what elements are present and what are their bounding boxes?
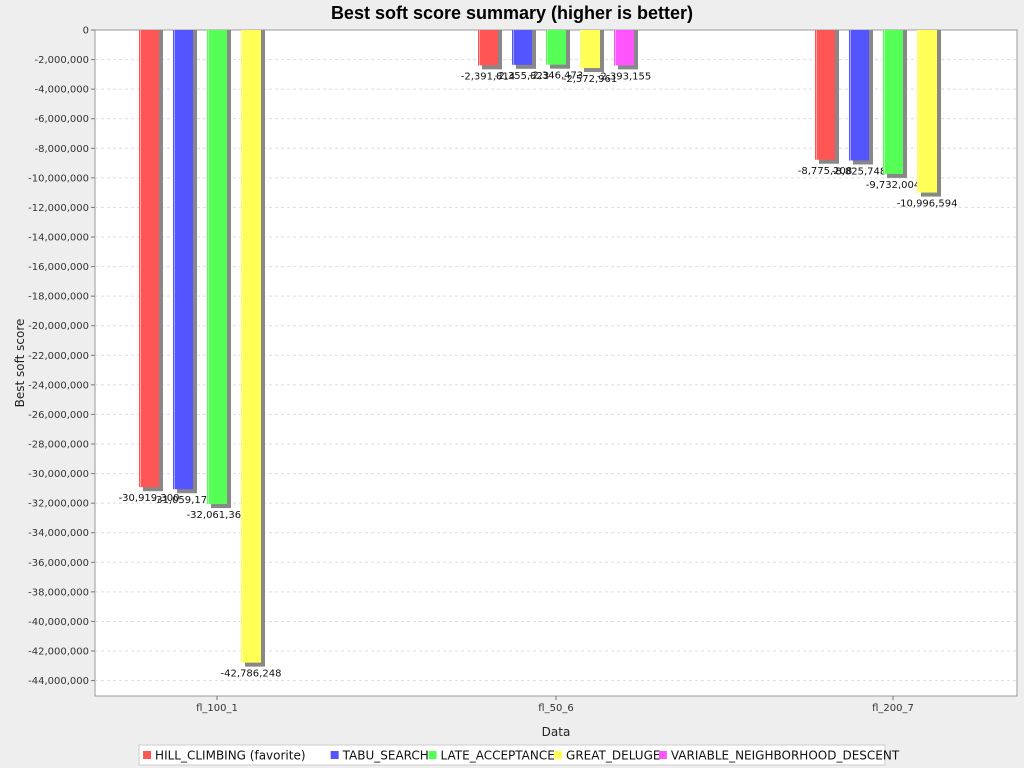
legend-swatch: [658, 751, 667, 759]
data-label: -32,061,364: [187, 510, 248, 521]
y-tick-label: -16,000,000: [28, 262, 89, 273]
bar-late-acceptance: [207, 30, 227, 505]
y-tick-label: -26,000,000: [28, 410, 89, 421]
data-label: -2,355,823: [495, 71, 550, 82]
y-tick-label: -10,000,000: [28, 173, 89, 184]
y-tick-label: -14,000,000: [28, 233, 89, 244]
y-axis-label: Best soft score: [13, 319, 27, 408]
data-label: -42,786,248: [221, 669, 282, 680]
y-tick-label: -42,000,000: [28, 647, 89, 658]
y-tick-label: -28,000,000: [28, 440, 89, 451]
x-tick-label: fl_50_6: [538, 703, 573, 714]
y-tick-label: -18,000,000: [28, 292, 89, 303]
bar-late-acceptance: [546, 30, 566, 65]
y-tick-label: -12,000,000: [28, 203, 89, 214]
legend-item: LATE_ACCEPTANCE: [441, 749, 555, 763]
y-tick-label: -24,000,000: [28, 380, 89, 391]
legend-swatch: [428, 751, 437, 759]
data-label: -2,391,814: [461, 71, 516, 82]
bar-hill-climbing: [478, 30, 498, 66]
legend-swatch: [554, 751, 563, 759]
data-label: -8,775,208: [798, 166, 853, 177]
data-label: -30,919,300: [119, 493, 180, 504]
bar-great-deluge: [917, 30, 937, 193]
bar-variable-neighborhood-descent: [614, 30, 634, 66]
data-label: -2,346,473: [529, 71, 584, 82]
data-label: -10,996,594: [897, 199, 958, 210]
bar-tabu-search: [173, 30, 193, 490]
bar-late-acceptance: [883, 30, 903, 174]
chart-title: Best soft score summary (higher is bette…: [331, 3, 693, 23]
legend-item: TABU_SEARCH: [342, 749, 429, 763]
x-tick-label: fl_200_7: [872, 703, 914, 714]
bar-great-deluge: [580, 30, 600, 69]
y-tick-label: -20,000,000: [28, 321, 89, 332]
bar-tabu-search: [849, 30, 869, 161]
data-label: -9,732,004: [866, 180, 921, 191]
y-tick-label: -36,000,000: [28, 558, 89, 569]
y-tick-label: -6,000,000: [34, 114, 89, 125]
y-tick-label: -8,000,000: [34, 144, 89, 155]
data-label: -2,572,961: [563, 74, 618, 85]
y-tick-label: -40,000,000: [28, 617, 89, 628]
bar-great-deluge: [241, 30, 261, 663]
y-tick-label: -2,000,000: [34, 55, 89, 66]
y-tick-label: -38,000,000: [28, 587, 89, 598]
legend-item: VARIABLE_NEIGHBORHOOD_DESCENT: [671, 749, 900, 763]
bar-hill-climbing: [815, 30, 835, 160]
y-tick-label: -30,000,000: [28, 469, 89, 480]
y-tick-label: -4,000,000: [34, 85, 89, 96]
x-axis-label: Data: [542, 725, 571, 739]
y-tick-label: -44,000,000: [28, 676, 89, 687]
data-label: -31,059,179: [153, 495, 214, 506]
legend-item: GREAT_DELUGE: [566, 749, 660, 763]
data-label: -8,825,748: [832, 166, 887, 177]
bar-hill-climbing: [139, 30, 159, 488]
data-label: -2,393,155: [597, 71, 652, 82]
bar-tabu-search: [512, 30, 532, 65]
y-tick-label: -22,000,000: [28, 351, 89, 362]
plot-area: [94, 29, 1018, 697]
x-tick-label: fl_100_1: [196, 703, 238, 714]
legend-box: [138, 744, 886, 766]
legend-item: HILL_CLIMBING (favorite): [155, 749, 305, 763]
y-tick-label: 0: [83, 26, 89, 37]
legend-swatch: [330, 751, 339, 759]
y-tick-label: -32,000,000: [28, 499, 89, 510]
legend-swatch: [143, 751, 152, 759]
y-tick-label: -34,000,000: [28, 528, 89, 539]
